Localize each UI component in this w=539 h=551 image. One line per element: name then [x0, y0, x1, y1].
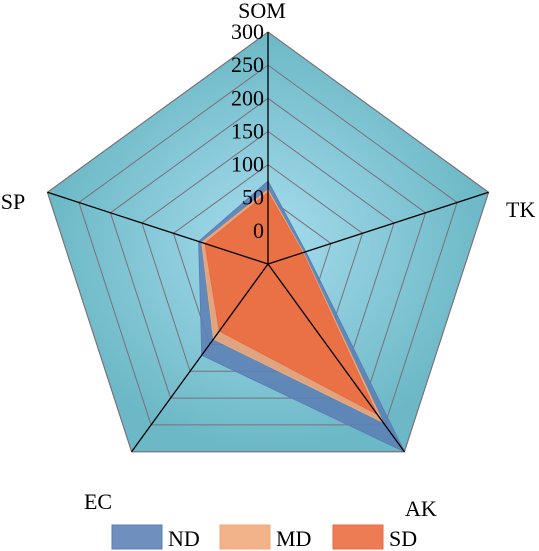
spoke-sp — [47, 191, 269, 265]
grid-ring — [78, 64, 458, 426]
legend-swatch-md — [219, 524, 271, 550]
legend-swatch-sd — [332, 524, 384, 550]
axis-label-tk: TK — [506, 197, 535, 222]
legend-label-md: MD — [276, 526, 311, 551]
spoke-ec — [131, 263, 269, 453]
r-tick-label: 50 — [242, 185, 264, 210]
grid-ring — [46, 31, 490, 453]
r-tick-label: 150 — [231, 118, 264, 143]
axis-label-ak: AK — [405, 496, 437, 521]
r-tick-label: 200 — [231, 85, 264, 110]
r-tick-label: 250 — [231, 52, 264, 77]
spoke-ak — [267, 263, 405, 453]
axis-label-ec: EC — [84, 489, 112, 514]
legend-label-nd: ND — [168, 526, 200, 551]
series-area-sd — [204, 191, 379, 416]
axis-label-som: SOM — [238, 0, 286, 23]
legend-swatch-nd — [111, 524, 163, 550]
spoke-tk — [267, 191, 489, 265]
grid-ring — [109, 97, 427, 399]
r-tick-label: 300 — [231, 19, 264, 44]
r-tick-label: 100 — [231, 152, 264, 177]
axis-label-sp: SP — [1, 189, 25, 214]
r-tick-label: 0 — [253, 218, 264, 243]
legend-label-sd: SD — [389, 526, 417, 551]
